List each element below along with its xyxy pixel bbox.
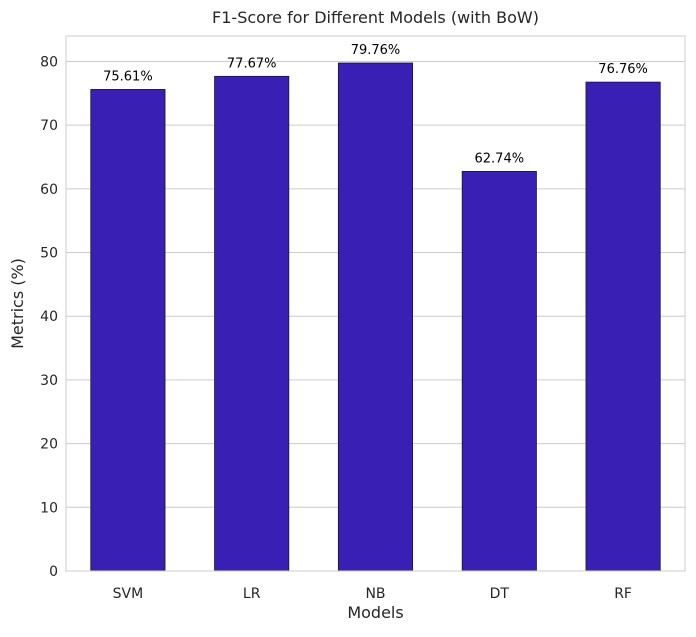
y-tick-label: 70 [40, 118, 58, 134]
x-tick-label-dt: DT [490, 586, 510, 602]
y-axis-label: Metrics (%) [8, 258, 27, 349]
ticks: 0 10 20 30 40 50 60 70 80 SVM LR NB DT RF [40, 54, 632, 602]
chart-title: F1-Score for Different Models (with BoW) [212, 8, 539, 27]
x-tick-label-lr: LR [243, 586, 261, 602]
bar-rf [585, 81, 661, 572]
x-axis-label: Models [347, 603, 403, 622]
x-tick-label-rf: RF [614, 586, 632, 602]
data-label-rf: 76.76% [598, 62, 648, 77]
bar-dt [461, 171, 537, 572]
data-label-svm: 75.61% [103, 69, 153, 84]
y-tick-label: 20 [40, 437, 58, 453]
y-tick-label: 80 [40, 54, 58, 70]
data-label-dt: 62.74% [475, 151, 525, 166]
bar-lr [214, 75, 290, 572]
y-tick-label: 50 [40, 246, 58, 262]
y-tick-label: 30 [40, 373, 58, 389]
bar-nb [337, 62, 414, 572]
plot-frame [65, 35, 686, 572]
data-label-nb: 79.76% [351, 43, 401, 58]
bar-svm [90, 89, 166, 572]
bars [90, 62, 661, 572]
x-tick-label-nb: NB [365, 586, 385, 602]
y-tick-label: 40 [40, 309, 58, 325]
data-labels: 75.61% 77.67% 79.76% 62.74% 76.76% [103, 43, 648, 166]
x-tick-label-svm: SVM [113, 586, 144, 602]
y-tick-label: 10 [40, 500, 58, 516]
y-tick-label: 60 [40, 182, 58, 198]
y-tick-label: 0 [49, 564, 58, 580]
data-label-lr: 77.67% [227, 56, 277, 71]
